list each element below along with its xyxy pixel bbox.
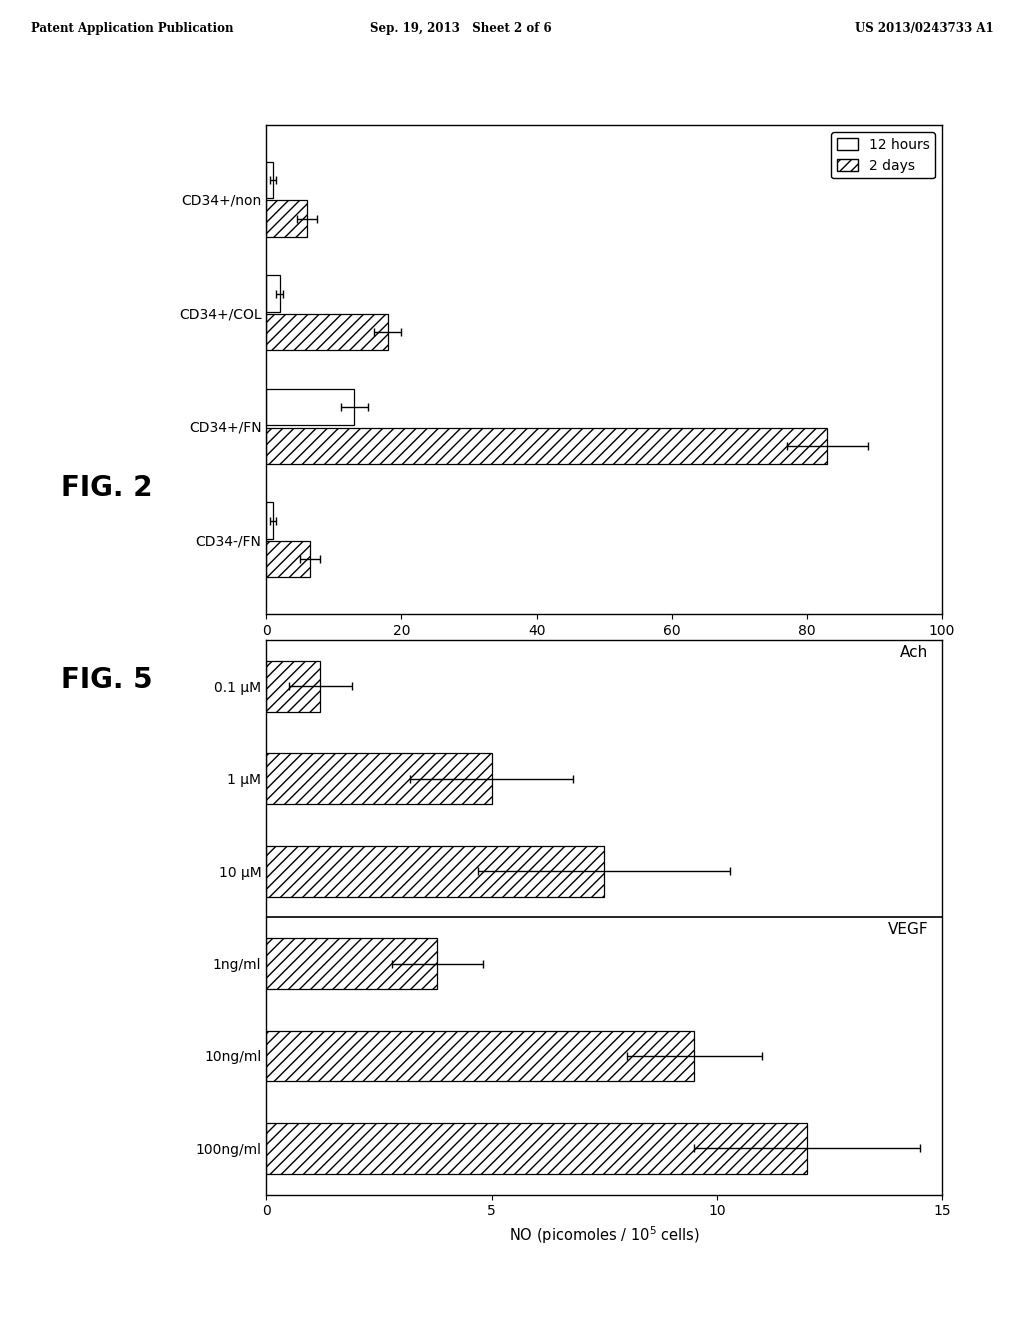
Text: Patent Application Publication: Patent Application Publication — [31, 22, 233, 34]
Bar — [266, 503, 273, 539]
Bar — [266, 162, 273, 198]
X-axis label: NO (picomoles / 10$^5$ cells): NO (picomoles / 10$^5$ cells) — [509, 1224, 699, 1246]
Text: FIG. 5: FIG. 5 — [61, 665, 153, 694]
Legend: 12 hours, 2 days: 12 hours, 2 days — [831, 132, 935, 178]
Bar — [266, 428, 827, 463]
Bar — [266, 661, 321, 711]
X-axis label: Number of Attaching cell (/mm): Number of Attaching cell (/mm) — [488, 643, 720, 659]
Text: Sep. 19, 2013   Sheet 2 of 6: Sep. 19, 2013 Sheet 2 of 6 — [370, 22, 552, 34]
Bar — [266, 201, 307, 236]
Bar — [266, 939, 437, 989]
Bar — [266, 1031, 694, 1081]
Bar — [266, 1123, 807, 1173]
Bar — [266, 754, 492, 804]
Bar — [266, 541, 310, 577]
Bar — [266, 389, 354, 425]
Text: FIG. 2: FIG. 2 — [61, 474, 153, 503]
Text: Ach: Ach — [900, 644, 929, 660]
Text: US 2013/0243733 A1: US 2013/0243733 A1 — [855, 22, 993, 34]
Bar — [266, 846, 604, 896]
Text: VEGF: VEGF — [888, 921, 929, 937]
Bar — [266, 276, 280, 312]
Bar — [266, 314, 388, 350]
